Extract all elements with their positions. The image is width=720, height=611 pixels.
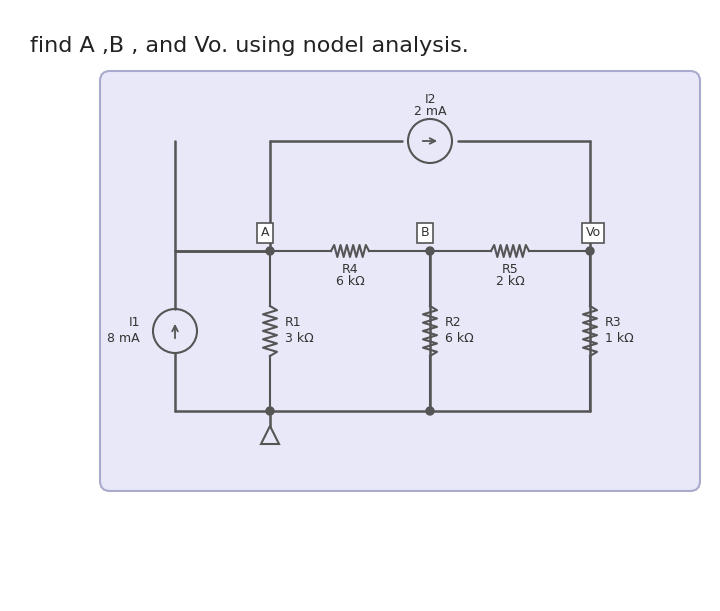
Text: R3: R3 [605,316,621,329]
Text: R5: R5 [502,263,518,276]
FancyBboxPatch shape [100,71,700,491]
Text: I1: I1 [128,316,140,329]
Text: Vo: Vo [585,227,600,240]
Text: A: A [261,227,269,240]
Text: I2: I2 [424,93,436,106]
Circle shape [266,407,274,415]
Circle shape [426,247,434,255]
Circle shape [426,407,434,415]
Text: 6 kΩ: 6 kΩ [336,275,364,288]
Text: 2 kΩ: 2 kΩ [495,275,524,288]
Text: 6 kΩ: 6 kΩ [445,332,474,345]
Text: R1: R1 [285,316,302,329]
Text: 1 kΩ: 1 kΩ [605,332,634,345]
Circle shape [266,247,274,255]
Text: 3 kΩ: 3 kΩ [285,332,314,345]
Circle shape [586,247,594,255]
Text: B: B [420,227,429,240]
Text: 2 mA: 2 mA [414,105,446,118]
Text: R2: R2 [445,316,462,329]
Text: R4: R4 [342,263,359,276]
Text: find A ,B , and Vo. using nodel analysis.: find A ,B , and Vo. using nodel analysis… [30,36,469,56]
Text: 8 mA: 8 mA [107,332,140,345]
